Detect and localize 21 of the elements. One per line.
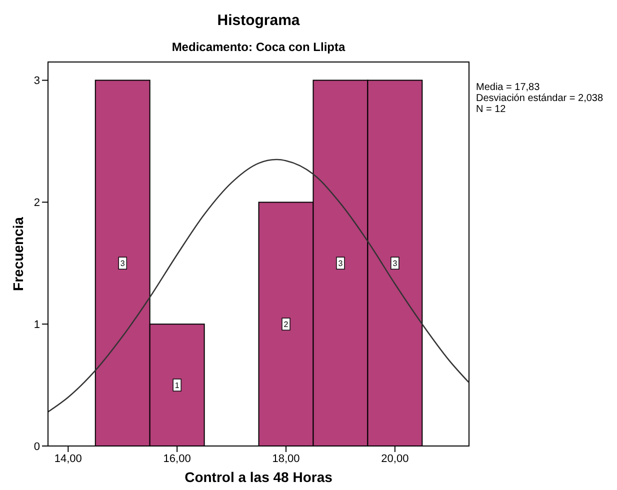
- data-label: 2: [284, 320, 289, 330]
- line-series: [48, 158, 469, 413]
- y-tick-label: 2: [34, 197, 40, 210]
- y-tick-label: 0: [34, 440, 40, 453]
- x-tick-label: 14,00: [54, 452, 82, 465]
- y-axis-title: Frecuencia: [10, 216, 26, 291]
- y-tick-label: 1: [34, 319, 40, 331]
- data-label: 3: [392, 259, 398, 268]
- x-tick-label: 20,00: [381, 452, 409, 465]
- text: N = 12: [476, 104, 507, 115]
- data-label: 3: [338, 259, 344, 268]
- y-tick-label: 3: [34, 75, 40, 88]
- text: Media = 17,83: [476, 82, 541, 93]
- data-label: 1: [174, 381, 180, 390]
- text: Desviación estándar = 2,038: [476, 93, 604, 104]
- x-tick-label: 18,00: [272, 452, 300, 465]
- x-tick-label: 16,00: [163, 452, 191, 465]
- chart-subtitle: Medicamento: Coca con Llipta: [170, 40, 346, 54]
- chart-title: Histograma: [216, 12, 301, 29]
- data-label: 3: [120, 259, 126, 268]
- x-axis-title: Control a las 48 Horas: [184, 469, 333, 485]
